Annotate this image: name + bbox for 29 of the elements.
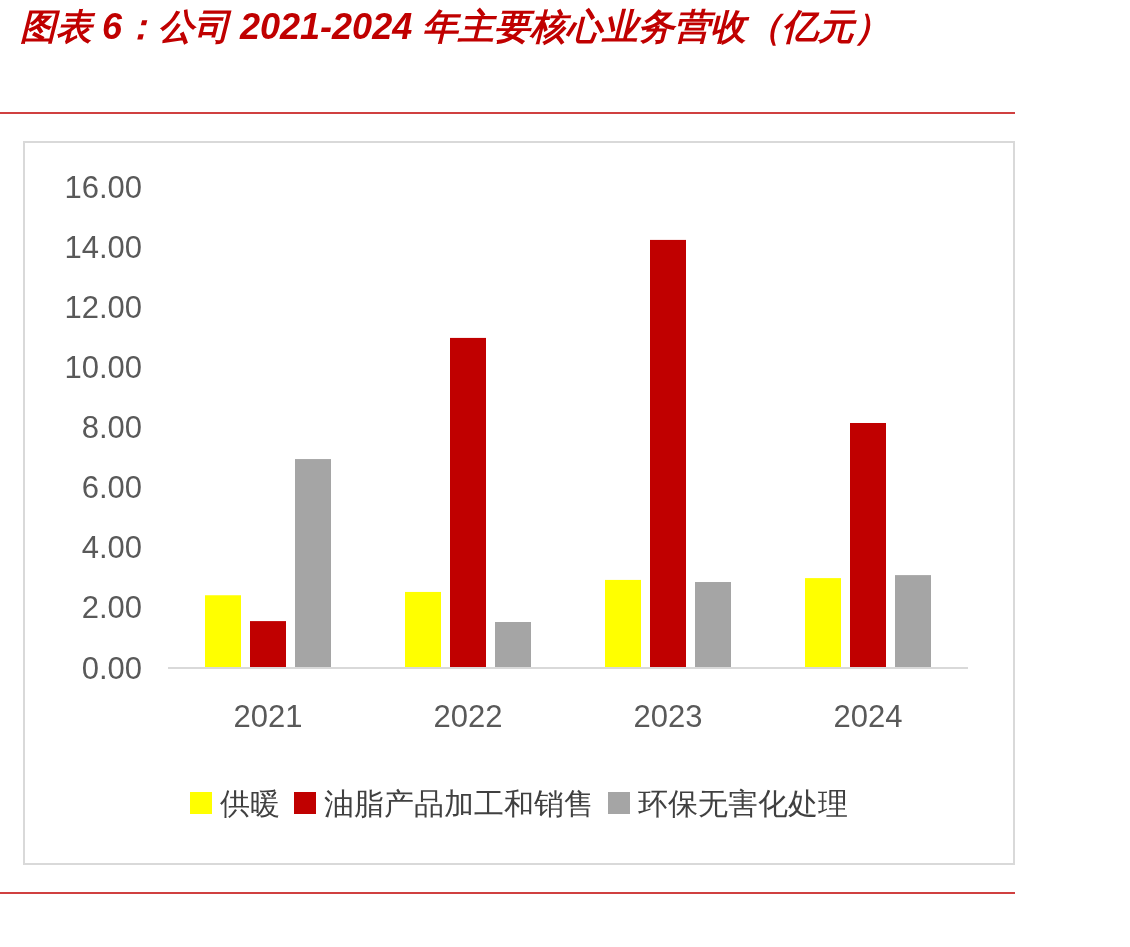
bar <box>405 591 441 668</box>
x-tick-label: 2021 <box>233 698 303 734</box>
y-tick-label: 8.00 <box>81 410 142 445</box>
bar <box>650 239 686 668</box>
bar <box>250 621 286 668</box>
y-tick-label: 14.00 <box>64 229 142 265</box>
y-tick-label: 6.00 <box>81 470 142 506</box>
y-tick-label: 16.00 <box>64 169 142 205</box>
bar <box>805 578 841 668</box>
chart-title: 图表 6：公司 2021-2024 年主要核心业务营收（亿元） <box>20 5 892 49</box>
legend-label: 供暖 <box>220 786 280 820</box>
x-tick-label: 2022 <box>433 698 503 734</box>
y-tick-label: 12.00 <box>64 289 142 325</box>
legend-label: 油脂产品加工和销售 <box>324 786 594 820</box>
bar <box>295 459 331 668</box>
y-tick-label: 2.00 <box>81 590 142 626</box>
y-tick-label: 10.00 <box>64 349 142 385</box>
bar <box>850 422 886 668</box>
legend-label: 环保无害化处理 <box>638 786 848 820</box>
bar <box>495 622 531 668</box>
y-tick-label: 4.00 <box>81 530 142 566</box>
x-tick-label: 2024 <box>833 698 903 734</box>
bar <box>605 579 641 668</box>
x-tick-label: 2023 <box>633 698 703 734</box>
bar <box>205 595 241 668</box>
y-tick-label: 0.00 <box>81 650 142 686</box>
bar <box>450 337 486 668</box>
bar <box>895 575 931 668</box>
bar <box>695 582 731 668</box>
